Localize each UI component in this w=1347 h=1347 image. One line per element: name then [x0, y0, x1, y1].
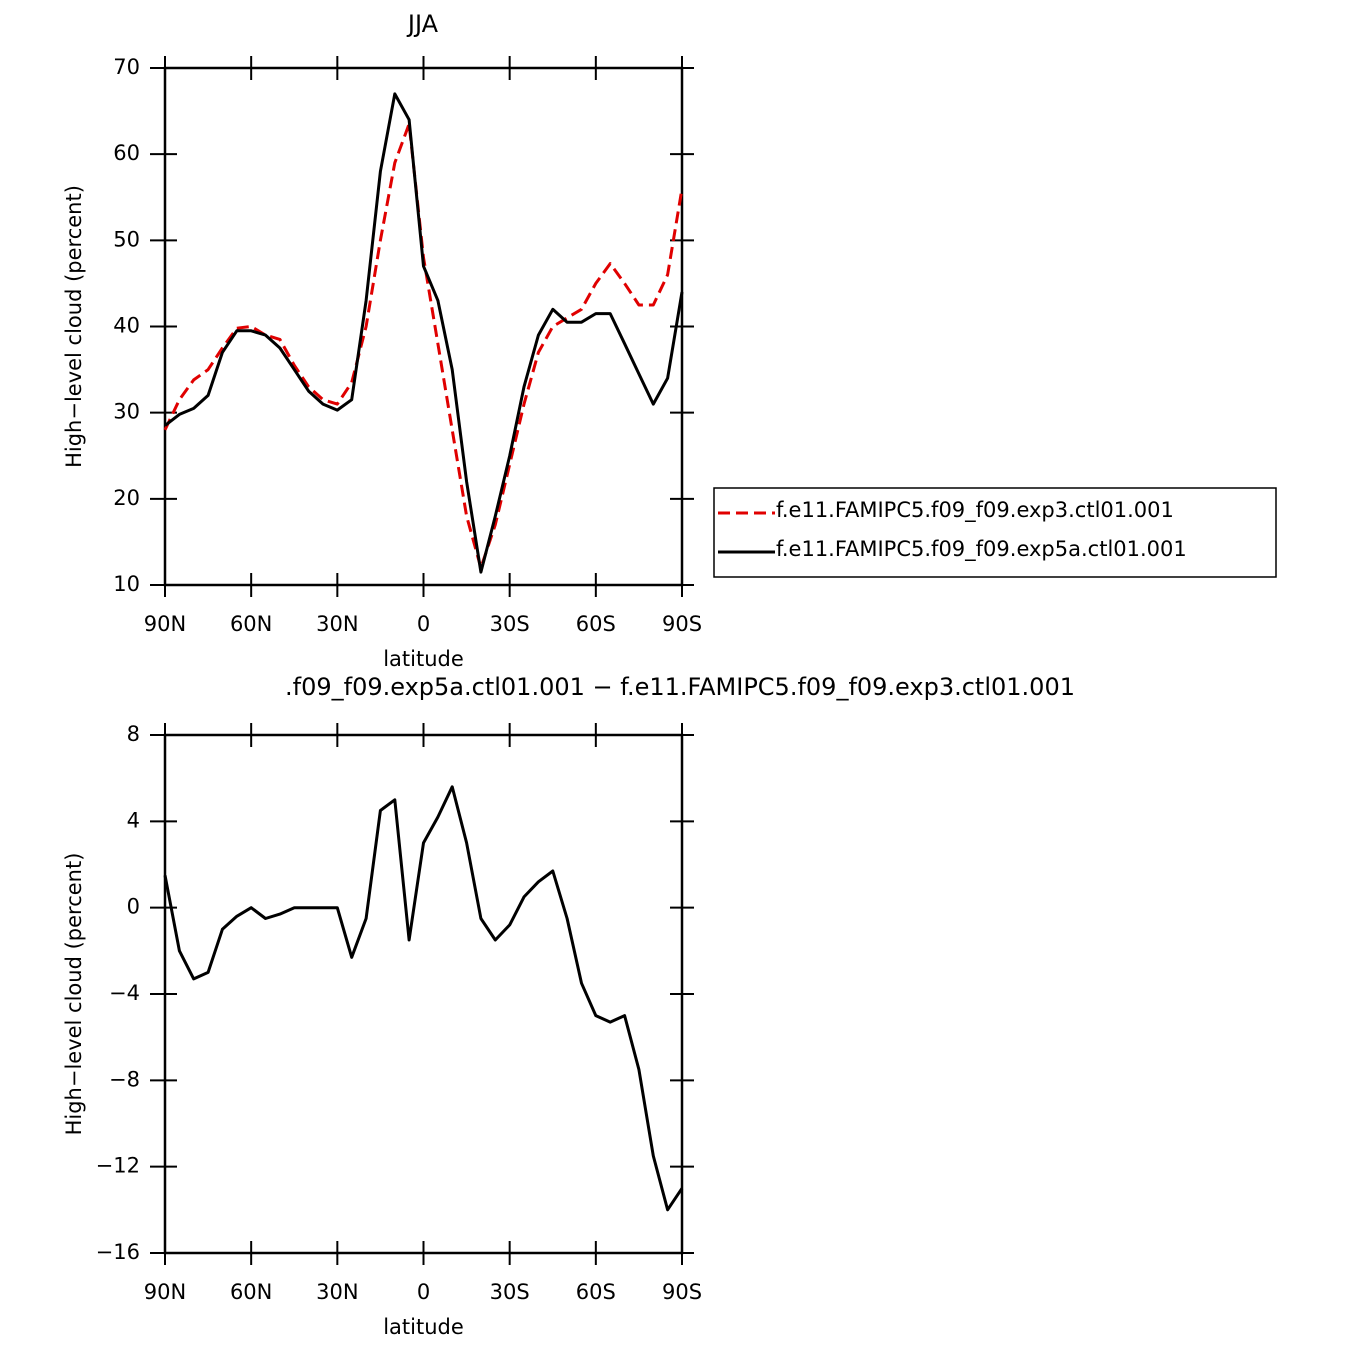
legend-label: f.e11.FAMIPC5.f09_f09.exp3.ctl01.001: [776, 498, 1174, 523]
x-tick-label: 30N: [316, 1280, 358, 1304]
x-tick-label: 60S: [576, 1280, 616, 1304]
y-axis-label: High−level cloud (percent): [62, 853, 86, 1136]
data-line: [163, 122, 684, 570]
chart-title: JJA: [406, 10, 439, 38]
x-tick-label: 0: [417, 1280, 430, 1304]
plot-frame: [163, 66, 684, 587]
legend-label: f.e11.FAMIPC5.f09_f09.exp5a.ctl01.001: [776, 537, 1187, 562]
y-tick-label: 4: [127, 808, 140, 832]
plot-frame: [163, 733, 684, 1255]
y-tick-label: −16: [96, 1240, 140, 1264]
y-tick-label: −8: [109, 1067, 140, 1091]
x-axis-label: latitude: [383, 647, 464, 671]
legend-box: [713, 487, 1277, 578]
data-line: [163, 785, 684, 1212]
x-tick-label: 30S: [490, 1280, 530, 1304]
y-tick-label: −12: [96, 1154, 140, 1178]
y-tick-label: 10: [113, 572, 140, 596]
y-axis-label: High−level cloud (percent): [62, 185, 86, 468]
x-tick-label: 60S: [576, 612, 616, 636]
y-tick-label: 8: [127, 722, 140, 746]
y-tick-label: −4: [109, 981, 140, 1005]
x-tick-label: 90N: [144, 1280, 186, 1304]
x-tick-label: 0: [417, 612, 430, 636]
x-axis-label: latitude: [383, 1315, 464, 1339]
data-line: [164, 92, 684, 574]
chart-title: .f09_f09.exp5a.ctl01.001 − f.e11.FAMIPC5…: [285, 673, 1075, 701]
x-tick-label: 30S: [490, 612, 530, 636]
x-tick-label: 60N: [230, 612, 272, 636]
x-tick-label: 30N: [316, 612, 358, 636]
y-tick-label: 0: [127, 895, 140, 919]
x-tick-label: 60N: [230, 1280, 272, 1304]
y-tick-label: 40: [113, 314, 140, 338]
x-tick-label: 90N: [144, 612, 186, 636]
legend: f.e11.FAMIPC5.f09_f09.exp3.ctl01.001 f.e1…: [713, 487, 1277, 578]
y-tick-label: 50: [113, 227, 140, 251]
y-tick-label: 20: [113, 486, 140, 510]
x-tick-label: 90S: [662, 612, 702, 636]
y-tick-label: 70: [113, 55, 140, 79]
y-tick-label: 60: [113, 141, 140, 165]
x-tick-label: 90S: [662, 1280, 702, 1304]
y-tick-label: 30: [113, 400, 140, 424]
